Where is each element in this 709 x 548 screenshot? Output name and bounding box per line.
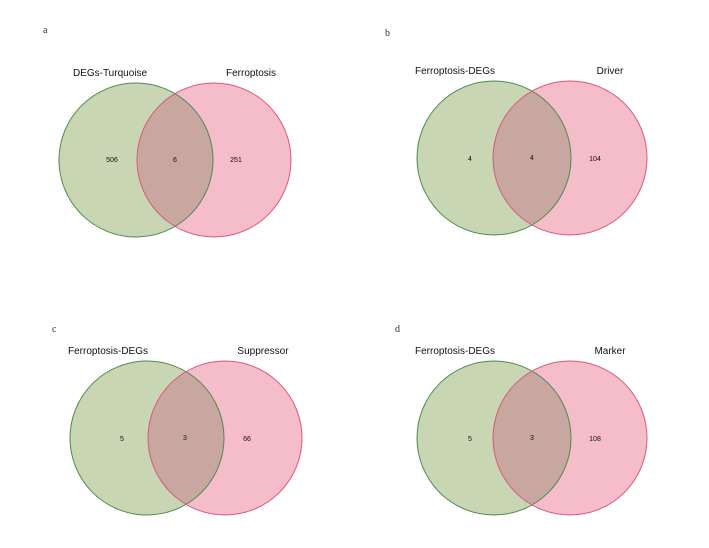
- right-set-outline: [147, 360, 303, 516]
- panel-letter: d: [395, 324, 400, 335]
- right-set-label: Suppressor: [237, 346, 289, 357]
- left-set-label: DEGs-Turquoise: [73, 68, 148, 79]
- left-set-outline: [416, 360, 572, 516]
- overlap-region: [493, 361, 571, 515]
- left-only-count: 5: [468, 436, 472, 443]
- left-only-count: 506: [106, 157, 118, 164]
- right-only-count: 104: [589, 156, 601, 163]
- venn-panel-c: c Ferroptosis-DEGs Suppressor 5 3 66: [52, 324, 303, 516]
- panel-letter: a: [43, 25, 48, 36]
- overlap-count: 3: [530, 435, 534, 442]
- right-set-outline: [492, 80, 648, 236]
- left-only-count: 4: [468, 156, 472, 163]
- overlap-region: [493, 81, 571, 235]
- left-set-label: Ferroptosis-DEGs: [415, 66, 495, 77]
- overlap-region: [137, 83, 213, 237]
- left-set-outline: [58, 82, 214, 238]
- right-only-count: 251: [230, 157, 242, 164]
- right-only-count: 108: [589, 436, 601, 443]
- left-set-label: Ferroptosis-DEGs: [415, 346, 495, 357]
- overlap-count: 4: [530, 155, 534, 162]
- left-only-count: 5: [120, 436, 124, 443]
- right-only-count: 66: [243, 436, 251, 443]
- right-set-outline: [136, 82, 292, 238]
- venn-panel-a: a DEGs-Turquoise Ferroptosis 506 6 251: [43, 25, 292, 238]
- right-set-label: Driver: [597, 66, 624, 77]
- overlap-count: 6: [173, 157, 177, 164]
- right-set-label: Ferroptosis: [226, 68, 276, 79]
- left-set-label: Ferroptosis-DEGs: [68, 346, 148, 357]
- venn-panel-d: d Ferroptosis-DEGs Marker 5 3 108: [395, 324, 648, 516]
- panel-letter: b: [385, 28, 390, 39]
- overlap-region: [148, 361, 224, 515]
- panel-letter: c: [52, 324, 57, 335]
- right-set-label: Marker: [594, 346, 626, 357]
- right-set-outline: [492, 360, 648, 516]
- venn-panel-b: b Ferroptosis-DEGs Driver 4 4 104: [385, 28, 648, 236]
- left-set-outline: [69, 360, 225, 516]
- overlap-count: 3: [183, 435, 187, 442]
- left-set-outline: [416, 80, 572, 236]
